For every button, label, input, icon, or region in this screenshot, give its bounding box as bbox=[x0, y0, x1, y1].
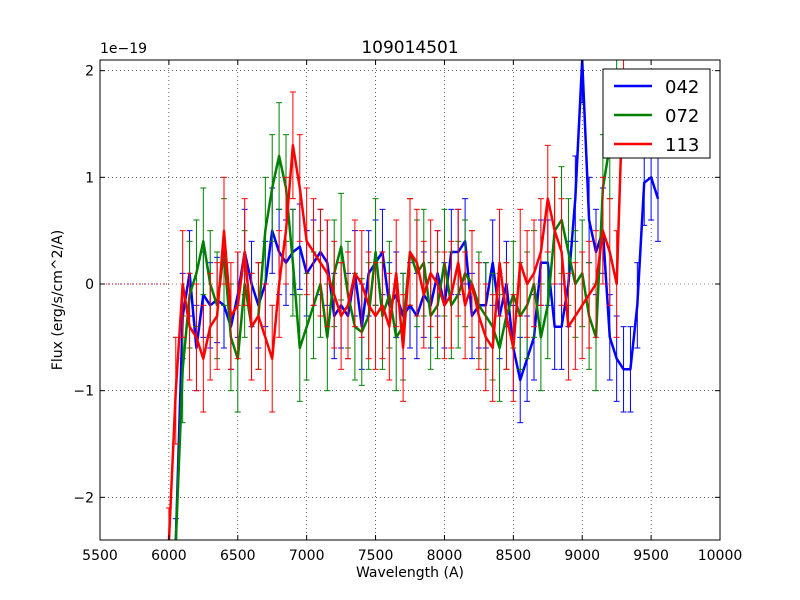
y-axis-label: Flux (erg/s/cm^2/A) bbox=[50, 230, 66, 370]
legend-label-042: 042 bbox=[665, 77, 699, 98]
x-tick-label-8500: 8500 bbox=[496, 548, 532, 564]
series-line-042 bbox=[174, 60, 660, 540]
x-tick-label-9000: 9000 bbox=[564, 548, 600, 564]
x-tick-label-5500: 5500 bbox=[82, 548, 118, 564]
y-tick-label--2: −2 bbox=[73, 490, 94, 506]
series-113 bbox=[165, 60, 627, 540]
legend: 042 072 113 bbox=[602, 68, 711, 159]
series-line-072 bbox=[174, 70, 618, 540]
series-group bbox=[165, 60, 661, 540]
x-tick-label-8000: 8000 bbox=[427, 548, 463, 564]
x-tick-label-10000: 10000 bbox=[698, 548, 743, 564]
x-tick-label-7000: 7000 bbox=[289, 548, 325, 564]
x-tick-label-7500: 7500 bbox=[358, 548, 394, 564]
x-tick-label-6000: 6000 bbox=[151, 548, 187, 564]
y-offset-label: 1e−19 bbox=[100, 41, 147, 57]
chart-title: 109014501 bbox=[361, 38, 458, 58]
series-line-113 bbox=[167, 70, 625, 540]
x-axis-label: Wavelength (A) bbox=[356, 565, 464, 581]
legend-label-072: 072 bbox=[665, 106, 699, 127]
y-tick-label-0: 0 bbox=[85, 277, 94, 293]
axis-ticks: 5500 6000 6500 7000 7500 8000 8500 9000 9500 1000… bbox=[73, 60, 742, 564]
y-tick-label-1: 1 bbox=[85, 170, 94, 186]
y-tick-label--1: −1 bbox=[73, 384, 94, 400]
plot-frame bbox=[99, 59, 721, 541]
x-tick-label-6500: 6500 bbox=[220, 548, 256, 564]
y-tick-label-2: 2 bbox=[85, 64, 94, 80]
legend-label-113: 113 bbox=[665, 135, 699, 156]
x-tick-label-9500: 9500 bbox=[633, 548, 669, 564]
